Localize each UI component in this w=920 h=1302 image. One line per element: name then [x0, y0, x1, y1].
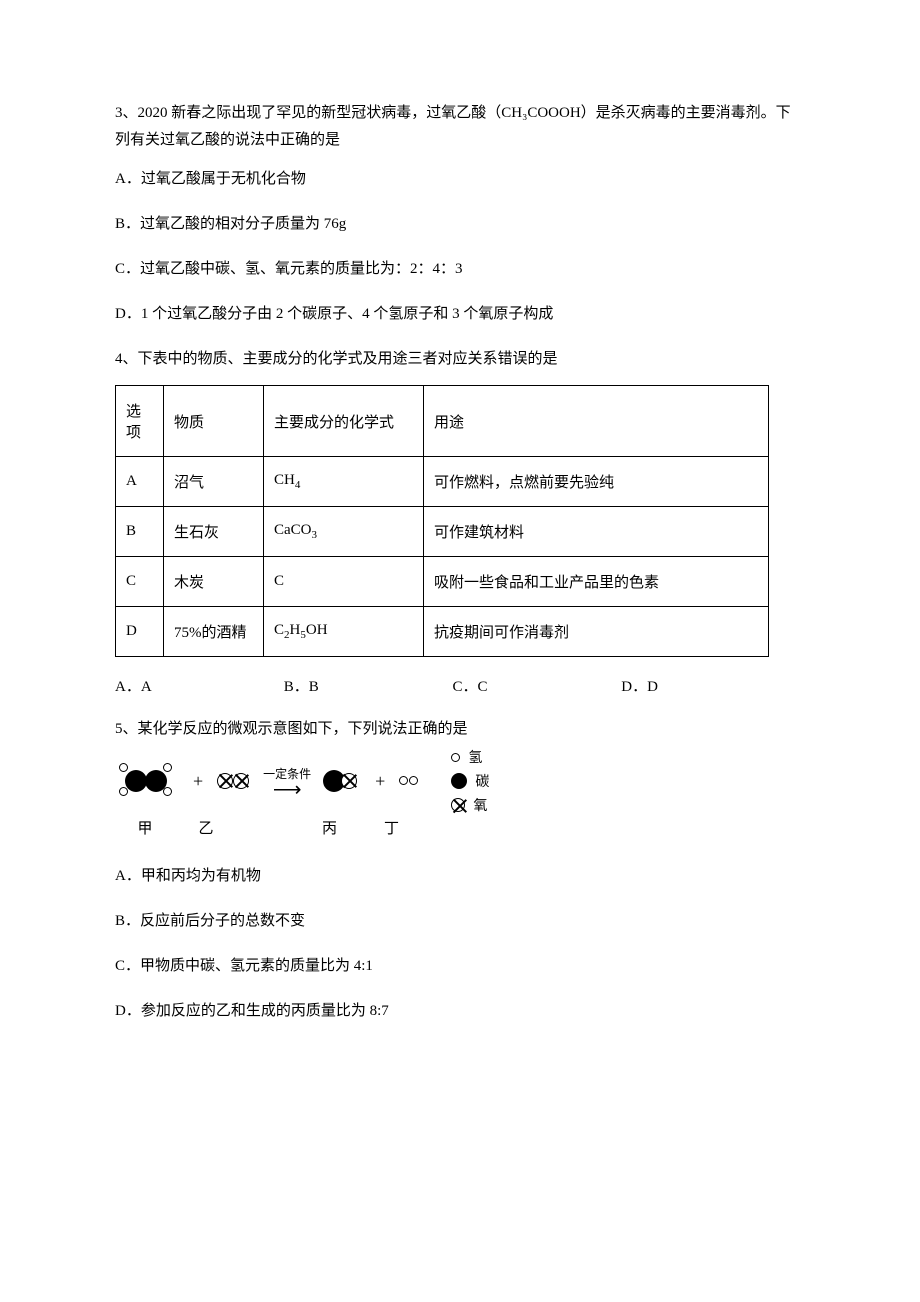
cell: D	[116, 607, 164, 657]
plus-icon: +	[375, 771, 385, 792]
arrow-icon: ⟶	[273, 782, 302, 798]
oxygen-atom-icon	[217, 773, 233, 789]
q3-option-b: B．过氧乙酸的相对分子质量为 76g	[115, 211, 805, 238]
label-yi: 乙	[175, 817, 237, 838]
cell: 木炭	[164, 557, 264, 607]
q5-option-a: A．甲和丙均为有机物	[115, 863, 805, 890]
q4-inline-options: A．A B．B C．C D．D	[115, 675, 805, 696]
cell: B	[116, 507, 164, 557]
hydrogen-atom-icon	[409, 776, 418, 785]
legend-c: 碳	[475, 771, 489, 791]
cell: 吸附一些食品和工业产品里的色素	[424, 557, 769, 607]
cell-formula: C	[264, 557, 424, 607]
q5-option-b: B．反应前后分子的总数不变	[115, 908, 805, 935]
q3-text: 3、2020 新春之际出现了罕见的新型冠状病毒，过氧乙酸（CH₃COOOH）是杀…	[115, 100, 805, 154]
label-jia: 甲	[115, 817, 175, 838]
th-substance: 物质	[164, 386, 264, 457]
th-formula: 主要成分的化学式	[264, 386, 424, 457]
q3-option-d: D．1 个过氧乙酸分子由 2 个碳原子、4 个氢原子和 3 个氧原子构成	[115, 301, 805, 328]
q4-table: 选项 物质 主要成分的化学式 用途 A 沼气 CH4 可作燃料，点燃前要先验纯 …	[115, 385, 769, 657]
hydrogen-atom-icon	[163, 787, 172, 796]
q5-text: 5、某化学反应的微观示意图如下，下列说法正确的是	[115, 716, 805, 743]
molecule-ding	[399, 774, 423, 788]
oxygen-atom-icon	[451, 798, 465, 812]
molecule-bing	[321, 769, 361, 793]
hydrogen-atom-icon	[451, 753, 460, 762]
cell: 可作燃料，点燃前要先验纯	[424, 457, 769, 507]
cell-formula: CH4	[264, 457, 424, 507]
legend-o: 氧	[473, 795, 487, 815]
atom-legend: 氢 碳 氧	[451, 747, 489, 815]
label-ding: 丁	[337, 817, 399, 838]
hydrogen-atom-icon	[119, 763, 128, 772]
reaction-diagram: + 一定条件 ⟶ + 氢 碳 氧 甲 乙 丙 丁	[115, 755, 805, 845]
cell: 可作建筑材料	[424, 507, 769, 557]
q3-option-a: A．过氧乙酸属于无机化合物	[115, 166, 805, 193]
hydrogen-atom-icon	[163, 763, 172, 772]
cell: 生石灰	[164, 507, 264, 557]
q4-opt-c: C．C	[453, 675, 618, 696]
hydrogen-atom-icon	[399, 776, 408, 785]
molecule-jia	[115, 763, 179, 799]
th-use: 用途	[424, 386, 769, 457]
oxygen-atom-icon	[233, 773, 249, 789]
table-header-row: 选项 物质 主要成分的化学式 用途	[116, 386, 769, 457]
q4-opt-a: A．A	[115, 675, 280, 696]
cell-formula: C2H5OH	[264, 607, 424, 657]
hydrogen-atom-icon	[119, 787, 128, 796]
q3-option-c: C．过氧乙酸中碳、氢、氧元素的质量比为：2：4：3	[115, 256, 805, 283]
table-row: C 木炭 C 吸附一些食品和工业产品里的色素	[116, 557, 769, 607]
q4-opt-d: D．D	[621, 675, 658, 696]
table-row: D 75%的酒精 C2H5OH 抗疫期间可作消毒剂	[116, 607, 769, 657]
table-row: A 沼气 CH4 可作燃料，点燃前要先验纯	[116, 457, 769, 507]
cell: 抗疫期间可作消毒剂	[424, 607, 769, 657]
table-row: B 生石灰 CaCO3 可作建筑材料	[116, 507, 769, 557]
q4-opt-b: B．B	[284, 675, 449, 696]
carbon-atom-icon	[451, 773, 467, 789]
q5-option-d: D．参加反应的乙和生成的丙质量比为 8:7	[115, 998, 805, 1025]
plus-icon: +	[193, 771, 203, 792]
label-bing: 丙	[237, 817, 337, 838]
oxygen-atom-icon	[341, 773, 357, 789]
q4-text: 4、下表中的物质、主要成分的化学式及用途三者对应关系错误的是	[115, 346, 805, 373]
carbon-atom-icon	[125, 770, 147, 792]
th-option: 选项	[116, 386, 164, 457]
cell-formula: CaCO3	[264, 507, 424, 557]
cell: C	[116, 557, 164, 607]
cell: 沼气	[164, 457, 264, 507]
cell: A	[116, 457, 164, 507]
legend-h: 氢	[468, 747, 482, 767]
molecule-labels: 甲 乙 丙 丁	[115, 817, 805, 838]
cell: 75%的酒精	[164, 607, 264, 657]
q5-option-c: C．甲物质中碳、氢元素的质量比为 4:1	[115, 953, 805, 980]
reaction-arrow: 一定条件 ⟶	[263, 765, 311, 798]
molecule-yi	[217, 771, 253, 791]
